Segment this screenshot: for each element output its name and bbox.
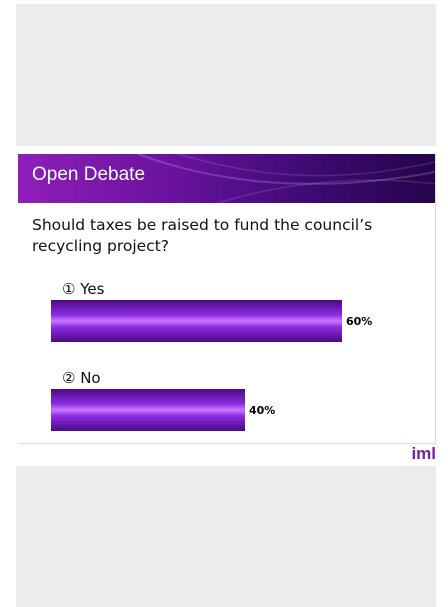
iml-logo: iml [411,444,436,463]
result-bar [51,300,342,342]
value-label: 40% [249,404,276,417]
top-placeholder-panel [16,4,436,146]
slide-title-bar: Open Debate [18,154,435,203]
result-bar [51,389,245,431]
poll-slide: Open Debate Should taxes be raised to fu… [18,154,436,444]
option-label: ② No [62,369,101,387]
title-bar-swoosh-decoration [137,154,435,203]
option-label: ① Yes [62,280,105,298]
slide-title: Open Debate [32,164,146,185]
value-label: 60% [346,315,373,328]
bottom-placeholder-panel [16,466,436,607]
poll-question: Should taxes be raised to fund the counc… [32,216,373,255]
